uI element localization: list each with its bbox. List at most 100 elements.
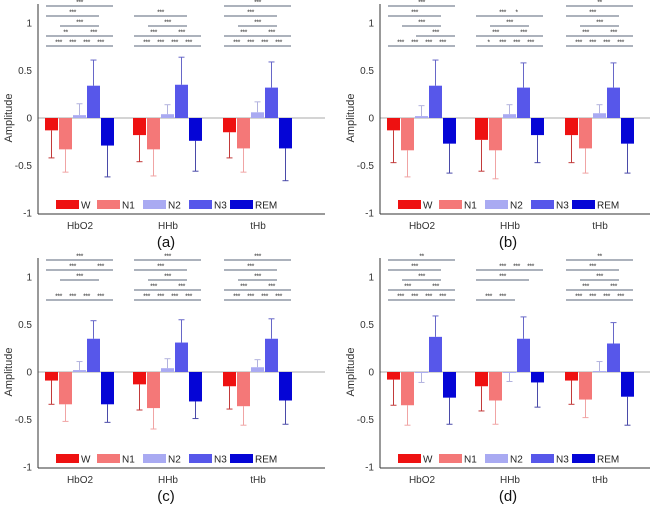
- bar-n2: [593, 371, 606, 372]
- bar-n3: [265, 87, 278, 118]
- significance-label: ***: [254, 274, 261, 281]
- significance-label: ***: [240, 284, 247, 291]
- significance-label: ***: [69, 10, 76, 17]
- bar-n3: [87, 338, 100, 372]
- significance-label: ***: [589, 10, 596, 17]
- significance-label: ***: [499, 40, 506, 47]
- significance-label: ***: [439, 40, 446, 47]
- significance-label: ***: [397, 40, 404, 47]
- significance-label: ***: [499, 294, 506, 301]
- bar-n1: [147, 372, 160, 409]
- significance-label: ***: [617, 294, 624, 301]
- significance-label: ***: [575, 294, 582, 301]
- significance-label: ***: [157, 40, 164, 47]
- legend-swatch-n2: [485, 200, 508, 209]
- legend-label: W: [81, 455, 91, 466]
- panel-label: (c): [157, 488, 175, 505]
- significance-label: ***: [55, 40, 62, 47]
- bar-n2: [73, 115, 86, 118]
- bar-w: [133, 118, 146, 136]
- significance-label: ***: [492, 30, 499, 37]
- significance-label: ***: [404, 284, 411, 291]
- significance-label: ***: [247, 40, 254, 47]
- significance-label: ***: [185, 294, 192, 301]
- significance-label: ***: [171, 40, 178, 47]
- significance-label: ***: [275, 294, 282, 301]
- legend: W N1 N2 N3 REM: [398, 454, 619, 466]
- significance-label: ***: [247, 294, 254, 301]
- significance-label: ***: [418, 274, 425, 281]
- significance-label: ***: [610, 30, 617, 37]
- bar-rem: [621, 372, 634, 397]
- y-tick-label: 0.5: [360, 66, 374, 77]
- bar-n1: [579, 118, 592, 149]
- legend-label: N3: [214, 201, 227, 212]
- legend-swatch-n3: [189, 454, 212, 463]
- y-tick-label: -0.5: [15, 415, 33, 426]
- significance-label: ***: [513, 40, 520, 47]
- bar-rem: [443, 118, 456, 144]
- legend-swatch-rem: [230, 454, 253, 463]
- significance-label: ***: [418, 0, 425, 7]
- significance-label: ***: [520, 30, 527, 37]
- bar-w: [565, 372, 578, 381]
- significance-label: ***: [499, 274, 506, 281]
- significance-label: ***: [69, 40, 76, 47]
- significance-label: ***: [69, 294, 76, 301]
- y-tick-label: -1: [23, 463, 32, 474]
- significance-label: ***: [76, 0, 83, 7]
- significance-label: **: [63, 30, 68, 37]
- y-tick-label: 0: [368, 368, 374, 379]
- significance-label: ***: [247, 10, 254, 17]
- y-tick-label: -0.5: [357, 161, 375, 172]
- significance-label: ***: [55, 294, 62, 301]
- legend-label: N2: [510, 455, 523, 466]
- significance-label: ***: [425, 40, 432, 47]
- significance-label: ***: [254, 0, 261, 7]
- bar-n1: [401, 118, 414, 151]
- y-tick-label: 1: [26, 19, 32, 30]
- legend-label: N2: [510, 201, 523, 212]
- bar-rem: [279, 118, 292, 149]
- significance-label: ***: [610, 284, 617, 291]
- legend-label: N1: [122, 201, 135, 212]
- bar-n3: [175, 84, 188, 118]
- bar-w: [223, 118, 236, 133]
- bar-n3: [265, 338, 278, 372]
- bar-n2: [251, 112, 264, 118]
- legend-swatch-rem: [230, 200, 253, 209]
- significance-label: ***: [261, 294, 268, 301]
- legend-swatch-n3: [189, 200, 212, 209]
- legend: W N1 N2 N3 REM: [56, 454, 277, 466]
- significance-label: ***: [506, 20, 513, 27]
- legend-label: W: [423, 455, 433, 466]
- bar-n1: [147, 118, 160, 150]
- bar-w: [387, 372, 400, 380]
- legend-label: REM: [255, 455, 277, 466]
- legend-label: N2: [168, 455, 181, 466]
- legend-label: W: [423, 201, 433, 212]
- legend-label: REM: [597, 201, 619, 212]
- significance-label: ***: [432, 30, 439, 37]
- y-axis-label: Amplitude: [3, 348, 15, 397]
- bar-n1: [59, 118, 72, 150]
- legend: W N1 N2 N3 REM: [56, 200, 277, 212]
- panel-label: (b): [499, 234, 517, 251]
- legend-swatch-rem: [572, 200, 595, 209]
- legend-label: REM: [255, 201, 277, 212]
- legend-swatch-n1: [439, 454, 462, 463]
- bar-w: [133, 372, 146, 385]
- y-tick-label: 0.5: [18, 66, 32, 77]
- significance-label: ***: [411, 264, 418, 271]
- x-tick-label: HHb: [158, 221, 178, 232]
- significance-label: ***: [233, 40, 240, 47]
- significance-label: ***: [499, 10, 506, 17]
- significance-label: ***: [397, 294, 404, 301]
- bar-rem: [279, 372, 292, 401]
- significance-label: ***: [97, 294, 104, 301]
- bar-rem: [531, 372, 544, 383]
- bar-n2: [161, 114, 174, 118]
- significance-label: ***: [76, 20, 83, 27]
